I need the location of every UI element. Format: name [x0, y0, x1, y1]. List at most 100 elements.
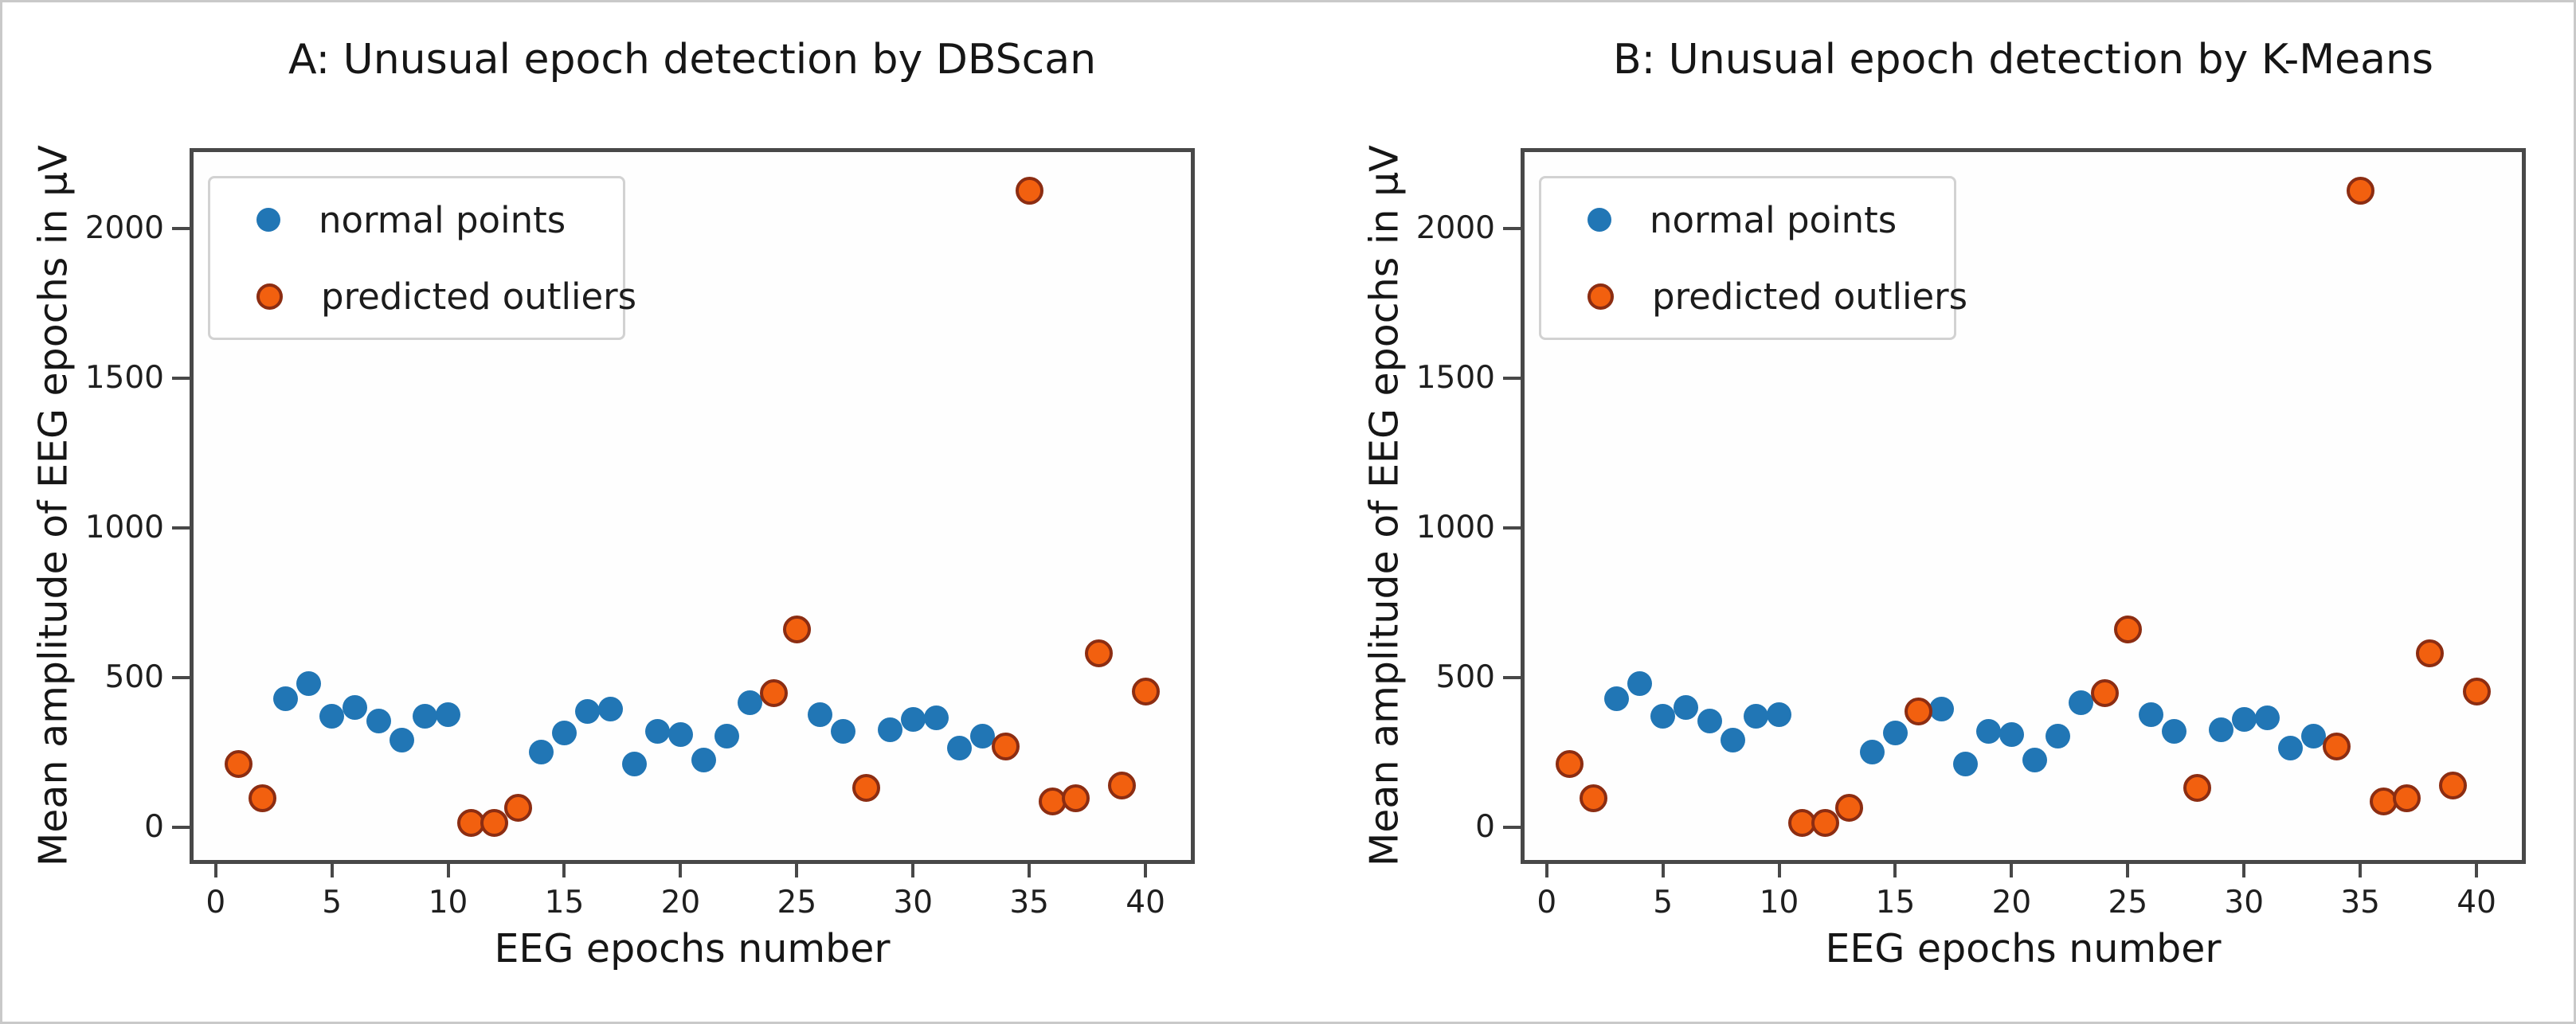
outlier-data-point	[1811, 808, 1840, 837]
legend: normal points predicted outliers	[208, 176, 636, 340]
outlier-data-point	[1038, 788, 1067, 816]
normal-data-point	[1859, 740, 1885, 765]
x-tick-label: 5	[1653, 885, 1674, 920]
outlier-data-point	[1085, 639, 1114, 668]
normal-data-point	[2231, 706, 2257, 732]
normal-data-point	[923, 705, 949, 730]
x-tick-label: 40	[1126, 885, 1165, 920]
outlier-data-point	[2183, 774, 2212, 803]
y-tick-mark	[1503, 526, 1521, 530]
normal-data-point	[1720, 728, 1745, 753]
x-axis-label: EEG epochs number	[494, 926, 891, 971]
outlier-data-point	[503, 793, 532, 822]
x-tick-mark	[2242, 860, 2246, 877]
outlier-data-point	[2369, 788, 2398, 816]
normal-data-point	[947, 735, 973, 760]
normal-data-point	[1882, 720, 1908, 745]
outlier-data-point	[2462, 677, 2491, 705]
x-tick-mark	[679, 860, 683, 877]
x-tick-label: 10	[428, 885, 468, 920]
x-tick-label: 5	[322, 885, 343, 920]
legend-item-normal: normal points	[210, 185, 623, 255]
normal-data-point	[272, 686, 298, 711]
x-tick-label: 20	[1991, 885, 2032, 920]
normal-data-point	[2139, 702, 2163, 728]
y-tick-label: 500	[104, 659, 164, 695]
y-tick-label: 1500	[1415, 359, 1495, 396]
outlier-data-point	[759, 678, 788, 707]
outlier-data-point	[2346, 177, 2374, 205]
normal-data-point	[551, 720, 577, 745]
normal-data-point	[296, 670, 321, 696]
normal-data-point	[1650, 704, 1676, 729]
outlier-data-point	[1556, 750, 1584, 779]
y-tick-label: 1500	[84, 359, 164, 396]
normal-data-point	[1767, 702, 1792, 728]
outlier-data-point	[1062, 784, 1090, 812]
x-tick-label: 30	[893, 885, 934, 920]
x-tick-label: 20	[660, 885, 701, 920]
normal-data-point	[970, 723, 996, 748]
x-tick-label: 40	[2457, 885, 2496, 920]
scatter-panel-kmeans: B: Unusual epoch detection by K-Means Me…	[1362, 36, 2526, 971]
y-tick-label: 2000	[1415, 209, 1495, 246]
normal-data-point	[1627, 670, 1652, 696]
points-layer	[194, 152, 1191, 860]
outlier-data-point	[852, 774, 881, 803]
outlier-data-point	[1579, 784, 1607, 812]
outlier-data-point	[992, 732, 1020, 760]
y-tick-mark	[172, 226, 190, 230]
x-tick-label: 35	[1009, 885, 1049, 920]
outlier-data-point	[2416, 639, 2445, 668]
normal-data-point	[714, 723, 740, 748]
x-tick-mark	[2475, 860, 2479, 877]
y-tick-mark	[1503, 376, 1521, 380]
y-tick-label: 0	[1475, 808, 1495, 845]
normal-data-point	[2069, 690, 2094, 716]
outlier-data-point	[1108, 771, 1137, 799]
y-tick-label: 1000	[84, 509, 164, 545]
x-tick-mark	[1028, 860, 1032, 877]
legend-label: predicted outliers	[321, 275, 637, 318]
x-tick-mark	[330, 860, 334, 877]
normal-data-point	[2301, 723, 2327, 748]
normal-data-point	[366, 708, 391, 733]
legend-label: predicted outliers	[1652, 275, 1968, 318]
x-tick-mark	[795, 860, 799, 877]
x-tick-label: 0	[1537, 885, 1557, 920]
x-tick-mark	[1144, 860, 1148, 877]
normal-data-point	[2162, 718, 2187, 744]
points-layer	[1525, 152, 2522, 860]
normal-data-point	[831, 718, 856, 744]
normal-data-point	[621, 752, 647, 777]
outlier-data-point	[457, 808, 486, 837]
normal-data-point	[319, 704, 345, 729]
normal-data-point	[1999, 722, 2024, 748]
x-tick-mark	[562, 860, 566, 877]
x-tick-mark	[213, 860, 217, 877]
legend-label: normal points	[319, 198, 566, 241]
y-tick-label: 1000	[1415, 509, 1495, 545]
normal-data-point	[343, 694, 368, 720]
y-tick-mark	[1503, 226, 1521, 230]
x-tick-mark	[911, 860, 915, 877]
x-tick-label: 35	[2340, 885, 2380, 920]
x-tick-mark	[1661, 860, 1665, 877]
outlier-data-point	[480, 808, 509, 837]
normal-data-point	[436, 702, 461, 728]
y-tick-mark	[1503, 675, 1521, 679]
normal-data-point	[691, 747, 717, 772]
y-tick-mark	[1503, 825, 1521, 829]
y-tick-mark	[172, 376, 190, 380]
outlier-data-point	[2090, 678, 2119, 707]
outlier-data-point	[2113, 616, 2142, 644]
normal-data-point	[2022, 747, 2048, 772]
normal-data-point	[1697, 708, 1722, 733]
x-tick-mark	[1777, 860, 1781, 877]
y-tick-label: 500	[1435, 659, 1495, 695]
normal-data-point	[808, 702, 832, 728]
outlier-point-marker-icon	[1587, 283, 1614, 310]
normal-data-point	[528, 740, 554, 765]
scatter-panel-dbscan: A: Unusual epoch detection by DBScan Mea…	[31, 36, 1195, 971]
